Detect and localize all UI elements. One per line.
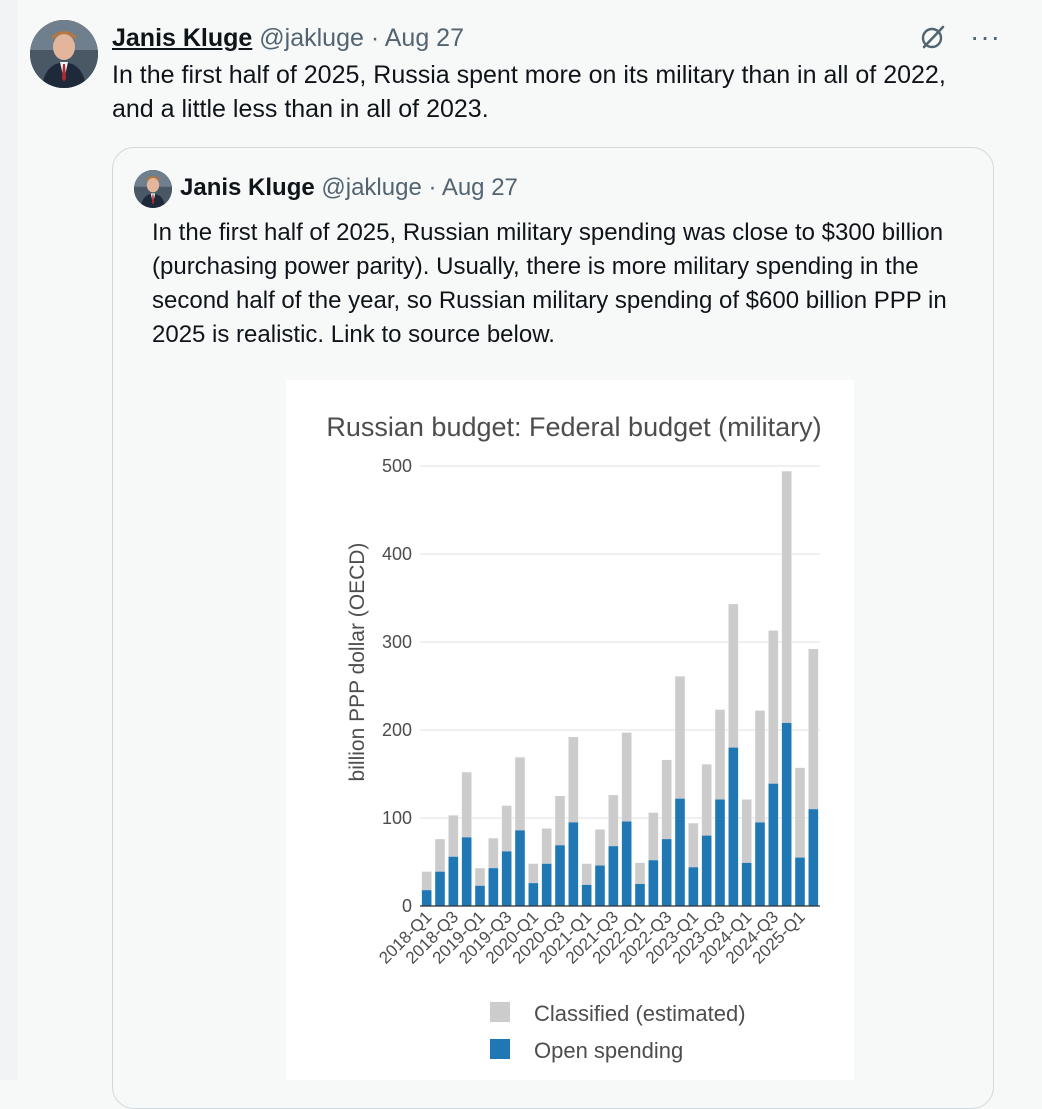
bar-open (808, 809, 819, 906)
tweet-text: In the first half of 2025, Russia spent … (112, 61, 946, 123)
bar-open (755, 822, 765, 906)
bar-open (515, 830, 525, 906)
bar-classified (501, 805, 512, 852)
bar-classified (528, 863, 539, 884)
bar-classified (568, 737, 579, 823)
avatar-portrait-icon (30, 20, 98, 88)
legend-label-classified: Classified (estimated) (534, 1001, 746, 1026)
bar-classified (728, 604, 739, 748)
y-tick-label: 0 (402, 896, 412, 916)
bar-open (781, 722, 792, 906)
chart-title: Russian budget: Federal budget (military… (326, 412, 821, 442)
separator-dot: · (370, 24, 380, 52)
bar-open (461, 837, 472, 906)
bar-classified (741, 799, 752, 863)
bar-open (488, 868, 499, 906)
bar-open (501, 851, 512, 906)
bar-classified (608, 795, 619, 847)
quoted-author-handle[interactable]: @jakluge (321, 174, 422, 201)
author-name[interactable]: Janis Kluge (112, 24, 253, 52)
bar-classified (715, 709, 725, 800)
chart-bars (420, 471, 820, 907)
bar-classified (648, 812, 659, 861)
bar-classified (435, 839, 445, 872)
bar-classified (581, 863, 592, 885)
bar-open (421, 890, 432, 906)
legend-swatch-classified (490, 1002, 510, 1022)
bar-classified (781, 471, 792, 723)
bar-open (728, 747, 739, 906)
bar-classified (421, 871, 432, 891)
bar-classified (661, 759, 672, 840)
chart-legend: Classified (estimated) Open spending (490, 1001, 746, 1063)
y-tick-label: 500 (382, 456, 412, 476)
bar-classified (795, 767, 805, 858)
bar-open (701, 835, 712, 906)
bar-open (555, 845, 565, 906)
bar-open (795, 857, 805, 906)
bar-classified (595, 829, 605, 866)
legend-swatch-open (490, 1039, 510, 1059)
bar-open (435, 871, 445, 906)
bar-open (475, 885, 485, 906)
bar-classified (488, 838, 499, 869)
bar-classified (515, 757, 525, 831)
bar-open (661, 839, 672, 906)
author-handle[interactable]: @jakluge (259, 24, 364, 52)
bar-open (741, 862, 752, 906)
bar-classified (461, 772, 472, 838)
y-tick-label: 100 (382, 808, 412, 828)
military-budget-chart: Russian budget: Federal budget (military… (326, 412, 821, 1063)
legend-label-open: Open spending (534, 1038, 683, 1063)
bar-classified (688, 823, 699, 868)
bar-open (581, 884, 592, 906)
bar-classified (541, 828, 552, 864)
bar-open (608, 846, 619, 906)
y-axis-label: billion PPP dollar (OECD) (346, 543, 369, 782)
bar-classified (768, 630, 779, 784)
author-avatar[interactable] (30, 20, 98, 88)
y-tick-label: 300 (382, 632, 412, 652)
bar-classified (555, 796, 565, 846)
avatar-portrait-icon (134, 170, 172, 208)
bar-open (448, 856, 459, 906)
y-tick-label: 400 (382, 544, 412, 564)
bar-open (595, 865, 605, 906)
bar-classified (621, 732, 632, 822)
quoted-tweet-text: In the first half of 2025, Russian milit… (152, 219, 947, 348)
bar-classified (701, 764, 712, 836)
grok-icon[interactable] (918, 22, 948, 52)
y-tick-label: 200 (382, 720, 412, 740)
bar-classified (635, 862, 645, 884)
quoted-author-name[interactable]: Janis Kluge (180, 174, 315, 201)
quoted-author-avatar[interactable] (134, 170, 172, 208)
y-axis-ticks: 0 100 200 300 400 500 (382, 456, 412, 916)
bar-open (635, 884, 645, 906)
more-options-icon[interactable]: ··· (970, 21, 1001, 52)
bar-classified (475, 868, 485, 886)
tweet-date[interactable]: Aug 27 (384, 24, 464, 52)
bar-open (541, 863, 552, 906)
bar-open (715, 799, 725, 906)
bar-open (621, 821, 632, 906)
bar-open (528, 883, 539, 906)
chart-image[interactable]: Russian budget: Federal budget (military… (286, 380, 854, 1080)
tweet-actions: ··· (918, 22, 1001, 52)
bar-open (568, 822, 579, 906)
bar-classified (448, 815, 459, 857)
separator-dot: · (428, 174, 437, 201)
bar-classified (808, 649, 819, 810)
bar-classified (675, 676, 685, 799)
page-left-gutter (0, 0, 18, 1080)
x-axis-ticks: 2018-Q12018-Q32019-Q12019-Q32020-Q12020-… (375, 907, 809, 967)
tweet-header: Janis Kluge @jakluge · Aug 27 (112, 22, 464, 54)
bar-open (675, 798, 685, 906)
bar-open (648, 860, 659, 906)
bar-open (688, 867, 699, 906)
bar-open (768, 783, 779, 906)
bar-classified (755, 710, 765, 823)
quoted-tweet-header: Janis Kluge @jakluge · Aug 27 (180, 172, 518, 204)
quoted-tweet-date[interactable]: Aug 27 (441, 174, 518, 201)
